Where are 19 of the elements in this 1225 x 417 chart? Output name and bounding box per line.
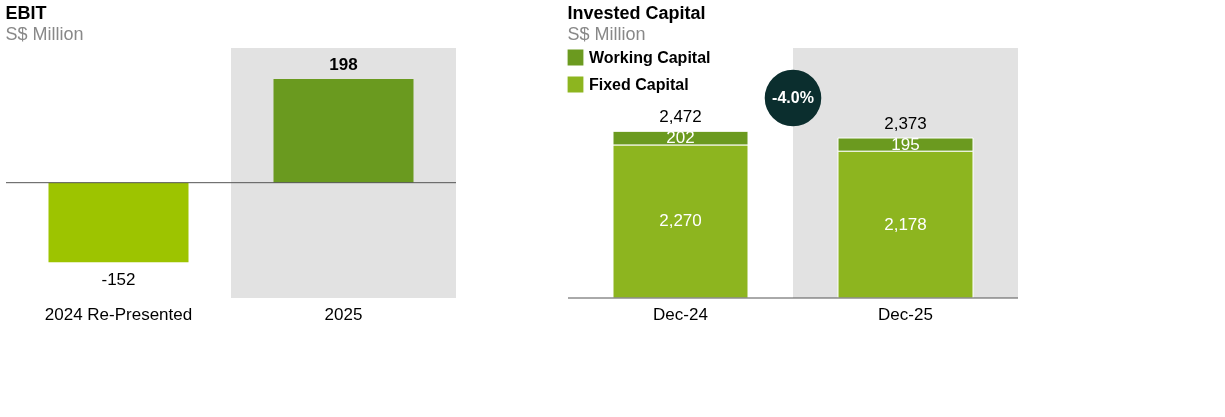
chart-subtitle: S$ Million	[5, 24, 84, 44]
total-label: 2,472	[659, 107, 702, 127]
legend-label: Fixed Capital	[589, 75, 689, 93]
data-label: -152	[101, 270, 136, 290]
x-tick-label: 2025	[324, 304, 363, 324]
data-label: 198	[329, 55, 358, 75]
x-tick-label: Dec-25	[878, 304, 933, 324]
chart-title: EBIT	[5, 3, 47, 23]
chart-subtitle: S$ Million	[567, 24, 646, 44]
data-label: 195	[891, 134, 920, 154]
chart-title: Invested Capital	[567, 3, 706, 23]
data-label: 2,178	[884, 214, 927, 234]
x-tick-label: Dec-24	[653, 304, 708, 324]
legend-label: Working Capital	[589, 48, 711, 66]
x-tick-label: 2024 Re-Presented	[44, 304, 193, 324]
data-label: 202	[666, 128, 695, 148]
total-label: 2,373	[884, 114, 927, 134]
text: -4.0%	[772, 89, 814, 106]
data-label: 2,270	[659, 211, 702, 231]
